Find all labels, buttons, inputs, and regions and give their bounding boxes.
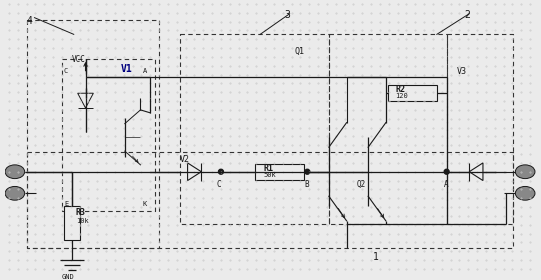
Ellipse shape: [516, 186, 535, 200]
Text: GND: GND: [62, 274, 75, 280]
Text: E: E: [64, 201, 68, 207]
Text: V2: V2: [180, 155, 190, 164]
Text: VCC: VCC: [72, 55, 85, 64]
Text: B: B: [305, 179, 309, 189]
Text: 120: 120: [395, 93, 408, 99]
Text: Q2: Q2: [357, 179, 366, 189]
Text: 10k: 10k: [76, 218, 89, 224]
Bar: [255, 164, 305, 179]
Text: K: K: [142, 201, 147, 207]
Text: 50k: 50k: [263, 172, 276, 178]
Text: A: A: [444, 179, 448, 189]
Bar: [388, 85, 437, 101]
Text: V1: V1: [121, 64, 133, 74]
Text: R2: R2: [395, 85, 406, 94]
Ellipse shape: [5, 186, 25, 200]
Ellipse shape: [5, 165, 25, 179]
Text: 1: 1: [373, 252, 379, 262]
Circle shape: [444, 169, 449, 174]
Text: A: A: [142, 68, 147, 74]
Text: 3: 3: [285, 10, 291, 20]
Text: C: C: [216, 179, 221, 189]
Text: R1: R1: [263, 164, 273, 173]
Circle shape: [305, 169, 310, 174]
Text: R3: R3: [76, 208, 85, 217]
Text: V3: V3: [457, 67, 466, 76]
Text: 4: 4: [27, 16, 32, 26]
Text: Q1: Q1: [294, 47, 305, 56]
Circle shape: [219, 169, 223, 174]
Ellipse shape: [516, 165, 535, 179]
Bar: [64, 206, 80, 241]
Text: C: C: [64, 68, 68, 74]
Text: 2: 2: [464, 10, 470, 20]
